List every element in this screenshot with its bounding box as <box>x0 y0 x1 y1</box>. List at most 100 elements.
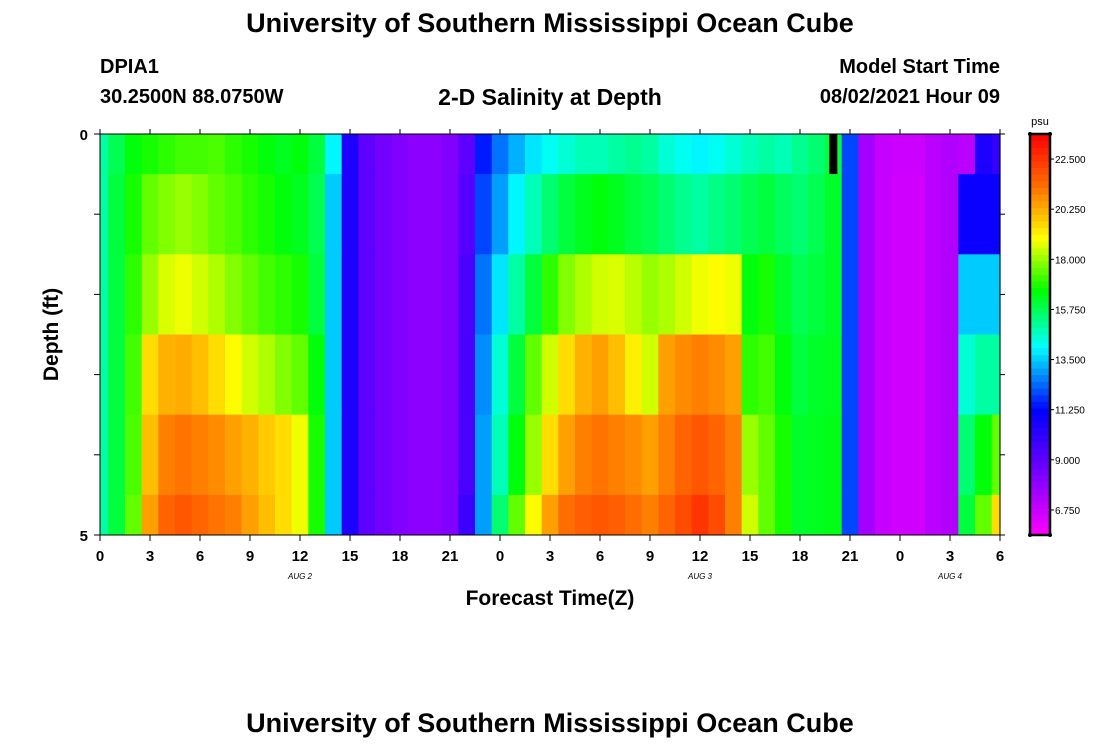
heatmap-cell <box>391 254 409 335</box>
colorbar-segment <box>1030 521 1050 529</box>
heatmap-cell <box>625 254 643 335</box>
heatmap-cell <box>591 334 609 416</box>
heatmap-cell <box>975 134 993 175</box>
heatmap-cell <box>575 414 593 496</box>
heatmap-cell <box>375 334 393 416</box>
heatmap-cell <box>691 494 709 536</box>
heatmap-cell <box>508 334 526 416</box>
heatmap-cell <box>275 494 293 536</box>
colorbar-segment <box>1030 240 1050 249</box>
colorbar-segment <box>1030 287 1050 295</box>
heatmap-cell <box>208 174 226 255</box>
colorbar-segment <box>1030 327 1050 335</box>
heatmap-cell <box>558 334 576 416</box>
colorbar-tick-label: 15.750 <box>1055 305 1086 316</box>
heatmap-cell <box>158 414 176 496</box>
heatmap-cell <box>708 414 726 496</box>
heatmap-cell <box>958 494 976 536</box>
heatmap-cell <box>308 174 326 255</box>
heatmap-cell <box>741 334 759 416</box>
heatmap-cell <box>341 254 359 335</box>
heatmap-cell <box>191 494 209 536</box>
heatmap-cell <box>475 414 493 496</box>
heatmap-cell <box>575 174 593 255</box>
colorbar-segment <box>1030 528 1050 536</box>
heatmap-cell <box>225 414 243 496</box>
heatmap-cell <box>341 494 359 536</box>
heatmap-cell <box>475 174 493 255</box>
heatmap-cell <box>291 134 309 175</box>
heatmap-cell <box>125 174 143 255</box>
heatmap-cell <box>441 414 459 496</box>
colorbar-corner <box>1048 533 1052 537</box>
heatmap-cell <box>641 414 659 496</box>
x-tick-label: 18 <box>792 548 809 565</box>
heatmap-cell <box>741 414 759 496</box>
x-axis-label: Forecast Time(Z) <box>466 587 635 610</box>
colorbar-segment <box>1030 321 1050 329</box>
x-tick-label: 3 <box>946 548 954 565</box>
heatmap-cell <box>475 134 493 175</box>
heatmap-cell <box>608 494 626 536</box>
heatmap-cell <box>841 494 859 536</box>
heatmap-cell <box>100 414 109 496</box>
heatmap-cell <box>491 254 509 335</box>
heatmap-cell <box>108 414 126 496</box>
heatmap-cell <box>591 134 609 175</box>
heatmap-cell <box>325 134 343 175</box>
heatmap-cell <box>358 254 376 335</box>
heatmap-cell <box>758 134 776 175</box>
x-tick-label: 18 <box>392 548 409 565</box>
heatmap-cell <box>175 254 193 335</box>
heatmap-cell <box>875 494 893 536</box>
heatmap-cell <box>925 494 943 536</box>
colorbar-segment <box>1030 421 1050 429</box>
heatmap-cell <box>925 414 943 496</box>
model-start-value: 08/02/2021 Hour 09 <box>819 86 1000 108</box>
heatmap-cell <box>525 494 543 536</box>
x-tick-label: 0 <box>896 548 904 565</box>
heatmap-cell <box>975 414 993 496</box>
heatmap-cell <box>508 174 526 255</box>
heatmap-cell <box>958 254 976 335</box>
x-tick-label: 3 <box>546 548 554 565</box>
x-tick-label: 0 <box>96 548 104 565</box>
heatmap-cell <box>875 414 893 496</box>
heatmap-cell <box>525 334 543 416</box>
heatmap-cell <box>908 134 926 175</box>
colorbar-unit: psu <box>1031 116 1049 128</box>
heatmap-cell <box>858 174 876 255</box>
colorbar-corner <box>1028 533 1032 537</box>
heatmap-cell <box>675 414 693 496</box>
heatmap-cell <box>608 134 626 175</box>
x-tick-label: 21 <box>442 548 459 565</box>
heatmap-cell <box>325 174 343 255</box>
colorbar-tick-label: 6.750 <box>1055 506 1080 517</box>
colorbar-segment <box>1030 260 1050 269</box>
heatmap-cell <box>858 494 876 536</box>
heatmap-cell <box>358 134 376 175</box>
heatmap-cell <box>691 334 709 416</box>
heatmap-cell <box>541 414 559 496</box>
heatmap-cell <box>141 254 159 335</box>
heatmap-cell <box>541 174 559 255</box>
heatmap-cell <box>825 334 843 416</box>
heatmap-cell <box>208 254 226 335</box>
heatmap-cell <box>658 134 676 175</box>
heatmap-cell <box>525 174 543 255</box>
colorbar-segment <box>1030 448 1050 456</box>
heatmap-cell <box>908 414 926 496</box>
heatmap-cell <box>641 494 659 536</box>
colorbar-segment <box>1030 160 1050 168</box>
heatmap-cell <box>475 494 493 536</box>
page-title: University of Southern Mississippi Ocean… <box>246 8 854 38</box>
station-coordinates: 30.2500N 88.0750W <box>100 86 284 108</box>
heatmap-cell <box>208 414 226 496</box>
heatmap-cell <box>108 174 126 255</box>
heatmap-cell <box>725 494 743 536</box>
heatmap-cell <box>241 174 259 255</box>
heatmap-cell <box>541 254 559 335</box>
heatmap-cell <box>858 134 876 175</box>
heatmap-cell <box>741 254 759 335</box>
